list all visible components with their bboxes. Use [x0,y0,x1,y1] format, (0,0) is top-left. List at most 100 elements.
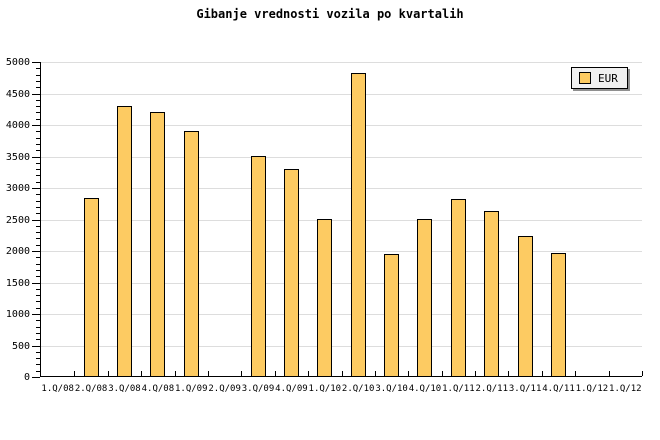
y-minor-tick [36,81,40,82]
x-axis-line [40,376,642,377]
x-tick-label: 1.Q/12 [609,384,642,394]
bar-2.Q/08 [84,198,99,377]
x-tick [241,371,242,376]
y-minor-tick [36,295,40,296]
y-minor-tick [36,194,40,195]
y-minor-tick [36,182,40,183]
y-tick-label: 1000 [5,309,30,320]
y-minor-tick [36,119,40,120]
y-gridline [41,94,642,95]
y-tick-label: 0 [23,372,30,383]
x-tick [575,371,576,376]
x-tick [175,371,176,376]
bar-1.Q/11 [451,199,466,377]
y-minor-tick [36,226,40,227]
y-minor-tick [36,201,40,202]
y-minor-tick [36,270,40,271]
y-major-tick [32,377,40,378]
y-tick-label: 3500 [5,152,30,163]
x-tick-label: 2.Q/11 [475,384,509,394]
x-tick [108,371,109,376]
bar-3.Q/09 [251,156,266,377]
y-major-tick [32,314,40,315]
y-tick-label: 2500 [5,215,30,226]
y-major-tick [32,62,40,63]
y-minor-tick [36,339,40,340]
x-tick-label: 1.Q/10 [308,384,342,394]
x-tick [475,371,476,376]
x-tick [74,371,75,376]
x-tick [408,371,409,376]
legend: EUR [571,67,628,89]
y-minor-tick [36,333,40,334]
x-tick-label: 3.Q/09 [241,384,275,394]
y-minor-tick [36,352,40,353]
y-minor-tick [36,112,40,113]
bar-1.Q/10 [317,219,332,377]
x-tick-label: 1.Q/09 [174,384,208,394]
y-gridline [41,283,642,284]
bar-4.Q/10 [417,219,432,377]
y-major-tick [32,125,40,126]
x-tick [342,371,343,376]
y-major-tick [32,251,40,252]
y-tick-label: 5000 [5,57,30,68]
x-tick [208,371,209,376]
y-tick-label: 2000 [5,246,30,257]
bar-3.Q/10 [384,254,399,377]
x-tick-label: 3.Q/10 [375,384,408,394]
y-minor-tick [36,150,40,151]
y-tick-label: 4000 [5,120,30,131]
x-tick-label: 4.Q/09 [275,384,308,394]
x-tick [141,371,142,376]
x-tick-label: 3.Q/11 [508,384,542,394]
y-major-tick [32,157,40,158]
y-minor-tick [36,75,40,76]
x-tick [308,371,309,376]
y-major-tick [32,346,40,347]
y-minor-tick [36,213,40,214]
x-tick-label: 4.Q/10 [408,384,442,394]
y-minor-tick [36,169,40,170]
x-tick-label: 1.Q/11 [442,384,475,394]
y-gridline [41,125,642,126]
y-gridline [41,62,642,63]
y-minor-tick [36,87,40,88]
x-tick [442,371,443,376]
y-tick-label: 4500 [5,89,30,100]
y-minor-tick [36,257,40,258]
y-minor-tick [36,364,40,365]
y-minor-tick [36,131,40,132]
bar-4.Q/11 [551,253,566,377]
legend-label: EUR [598,71,618,85]
x-tick [508,371,509,376]
bar-2.Q/10 [351,73,366,377]
x-tick-label: 3.Q/08 [108,384,141,394]
y-major-tick [32,283,40,284]
y-minor-tick [36,276,40,277]
y-minor-tick [36,144,40,145]
y-minor-tick [36,264,40,265]
x-tick [275,371,276,376]
x-tick-label: 4.Q/11 [542,384,575,394]
bar-3.Q/08 [117,106,132,377]
x-tick-label: 4.Q/08 [141,384,175,394]
y-major-tick [32,188,40,189]
x-tick [609,371,610,376]
y-minor-tick [36,207,40,208]
y-tick-label: 3000 [5,183,30,194]
y-gridline [41,157,642,158]
legend-swatch-eur [579,72,591,84]
y-gridline [41,220,642,221]
y-minor-tick [36,68,40,69]
x-tick-label: 2.Q/08 [74,384,108,394]
y-minor-tick [36,245,40,246]
y-major-tick [32,220,40,221]
y-tick-label: 500 [11,341,30,352]
y-major-tick [32,94,40,95]
x-tick-label: 1.Q/08 [41,384,74,394]
y-gridline [41,346,642,347]
plot-area: 0 500 1000 1500 2000 2500 3000 3500 4000 4500 5000… [6,58,643,394]
y-gridline [41,188,642,189]
